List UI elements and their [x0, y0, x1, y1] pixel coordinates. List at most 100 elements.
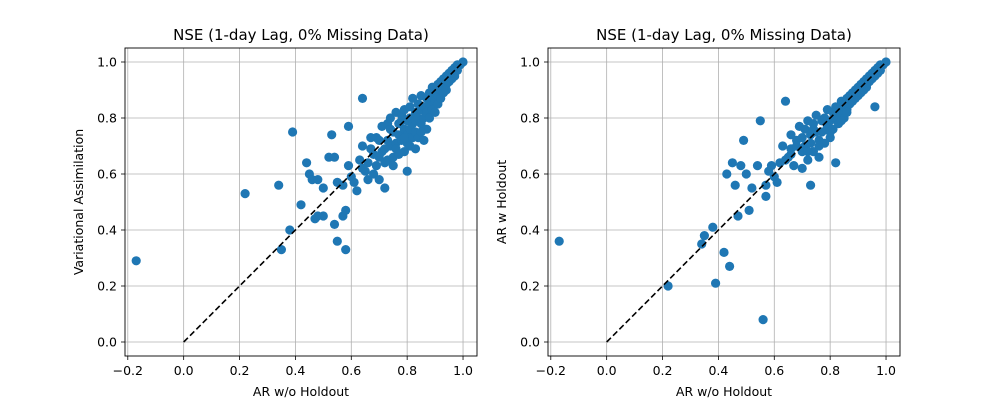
scatter-point — [725, 261, 735, 271]
scatter-point — [380, 183, 390, 193]
scatter-point — [786, 130, 796, 140]
scatter-point — [424, 113, 435, 123]
scatter-point — [313, 175, 323, 185]
scatter-point — [772, 177, 782, 187]
y-tick-label: 0.8 — [97, 111, 117, 126]
chart-title: NSE (1-day Lag, 0% Missing Data) — [173, 26, 429, 44]
y-tick-label: 0.0 — [97, 335, 117, 350]
scatter-point — [836, 116, 846, 126]
scatter-point — [808, 124, 819, 134]
scatter-point — [363, 175, 373, 185]
scatter-point — [554, 236, 564, 246]
scatter-point — [296, 200, 306, 210]
scatter-point — [357, 163, 368, 173]
scatter-point — [357, 93, 368, 103]
scatter-point — [697, 239, 707, 249]
scatter-point — [276, 245, 286, 255]
scatter-point — [780, 155, 791, 165]
scatter-point — [341, 245, 351, 255]
scatter-point — [329, 219, 340, 229]
y-tick-label: 0.4 — [97, 223, 117, 238]
scatter-point — [410, 144, 421, 154]
scatter-point — [352, 186, 362, 196]
scatter-point — [755, 116, 765, 126]
axes-frame — [547, 47, 901, 357]
scatter-point — [789, 161, 799, 171]
y-tick-label: 0.6 — [520, 167, 540, 182]
scatter-point — [338, 180, 348, 190]
scatter-point — [369, 169, 379, 179]
scatter-point — [408, 93, 418, 103]
scatter-point — [288, 127, 298, 137]
scatter-point — [811, 110, 821, 120]
axes-frame — [124, 47, 478, 357]
x-tick-label: 0.4 — [708, 363, 728, 378]
scatter-point — [441, 85, 451, 95]
scatter-point — [825, 127, 835, 137]
scatter-panel-right: NSE (1-day Lag, 0% Missing Data) AR w/o … — [494, 26, 901, 399]
y-axis-label: AR w Holdout — [494, 160, 509, 244]
x-tick-label: 0.2 — [230, 363, 250, 378]
scatter-point — [870, 102, 880, 112]
x-tick-label: 0.8 — [397, 363, 417, 378]
scatter-point — [341, 205, 351, 215]
scatter-point — [699, 231, 710, 241]
scatter-point — [318, 211, 328, 221]
scatter-point — [240, 189, 250, 199]
scatter-point — [131, 256, 141, 266]
scatter-point — [371, 161, 381, 171]
scatter-point — [385, 113, 395, 123]
y-tick-label: 0.6 — [97, 167, 117, 182]
y-axis-label: Variational Assimilation — [71, 129, 86, 275]
scatter-point — [780, 96, 791, 106]
scatter-point — [747, 183, 757, 193]
y-tick-label: 0.2 — [97, 279, 117, 294]
scatter-point — [766, 161, 777, 171]
chart-title: NSE (1-day Lag, 0% Missing Data) — [596, 26, 852, 44]
scatter-point — [814, 152, 824, 162]
scatter-point — [739, 135, 749, 145]
scatter-point — [758, 315, 768, 325]
y-tick-label: 0.8 — [520, 111, 540, 126]
scatter-point — [719, 247, 729, 257]
scatter-point — [803, 147, 813, 157]
scatter-point — [730, 180, 740, 190]
scatter-point — [797, 163, 807, 173]
x-axis-label: AR w/o Holdout — [676, 384, 772, 399]
x-tick-label: −0.2 — [536, 363, 566, 378]
scatter-point — [357, 141, 368, 151]
scatter-point — [778, 141, 788, 151]
y-tick-label: 1.0 — [97, 55, 117, 70]
scatter-point — [318, 183, 328, 193]
scatter-point — [343, 121, 354, 131]
x-tick-label: 0.2 — [653, 363, 673, 378]
x-tick-label: 0.6 — [341, 363, 361, 378]
x-axis-label: AR w/o Holdout — [253, 384, 349, 399]
scatter-point — [349, 177, 359, 187]
x-tick-label: 0.8 — [820, 363, 840, 378]
scatter-point — [388, 161, 398, 171]
y-tick-label: 1.0 — [520, 55, 540, 70]
x-tick-label: 0.4 — [285, 363, 305, 378]
scatter-point — [402, 166, 412, 176]
scatter-point — [761, 180, 771, 190]
y-tick-label: 0.0 — [520, 335, 540, 350]
scatter-point — [842, 107, 852, 117]
grid — [548, 48, 900, 356]
scatter-point — [761, 191, 771, 201]
x-tick-label: 1.0 — [453, 363, 473, 378]
ticks: −0.2 0.0 0.2 0.4 0.6 0.8 1.0 0.0 0.2 0.4 0.6 0.8 1.0 — [97, 55, 473, 379]
scatter-point — [803, 155, 813, 165]
scatter-point — [727, 158, 738, 168]
scatter-point — [430, 107, 440, 117]
scatter-point — [722, 169, 732, 179]
x-tick-label: 0.6 — [764, 363, 784, 378]
scatter-point — [416, 127, 426, 137]
scatter-point — [744, 205, 754, 215]
scatter-point — [752, 161, 763, 171]
ticks: −0.2 0.0 0.2 0.4 0.6 0.8 1.0 0.0 0.2 0.4 0.6 0.8 1.0 — [520, 55, 896, 379]
x-tick-label: 1.0 — [876, 363, 896, 378]
scatter-point — [736, 161, 746, 171]
scatter-point — [329, 152, 340, 162]
scatter-point — [711, 278, 721, 288]
